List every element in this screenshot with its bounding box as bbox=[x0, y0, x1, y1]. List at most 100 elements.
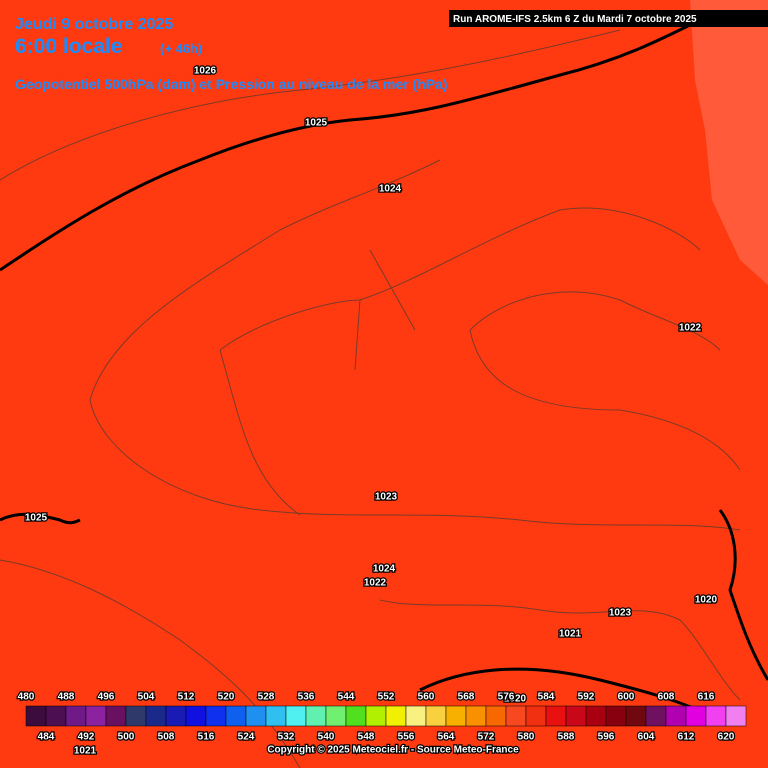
colorbar-cell bbox=[305, 705, 327, 727]
colorbar-cell bbox=[185, 705, 207, 727]
colorbar-label: 504 bbox=[138, 692, 155, 703]
colorbar-label: 580 bbox=[518, 732, 535, 743]
colorbar-label: 484 bbox=[38, 732, 55, 743]
colorbar-cell bbox=[485, 705, 507, 727]
isobar-label: 1020 bbox=[504, 694, 527, 705]
colorbar-label: 516 bbox=[198, 732, 215, 743]
colorbar-label: 540 bbox=[318, 732, 335, 743]
colorbar-cell bbox=[565, 705, 587, 727]
colorbar-label: 496 bbox=[98, 692, 115, 703]
date: Jeudi 9 octobre 2025 bbox=[15, 16, 173, 33]
colorbar: 480 484 488 492 496 500 504 508 512 516 520 524 528 5… bbox=[16, 690, 747, 744]
colorbar-label: 584 bbox=[538, 692, 555, 703]
isobar-label: 1021 bbox=[74, 746, 97, 757]
colorbar-cell bbox=[165, 705, 187, 727]
colorbar-label: 528 bbox=[258, 692, 275, 703]
colorbar-cell bbox=[205, 705, 227, 727]
isobar-label: 1021 bbox=[559, 629, 582, 640]
isobar-label: 1023 bbox=[609, 608, 632, 619]
colorbar-cell bbox=[285, 705, 307, 727]
isobar-label: 1025 bbox=[25, 513, 48, 524]
isobar-label: 1024 bbox=[373, 564, 396, 575]
colorbar-label: 596 bbox=[598, 732, 615, 743]
colorbar-cell bbox=[445, 705, 467, 727]
colorbar-label: 492 bbox=[78, 732, 95, 743]
isobar-label: 1024 bbox=[379, 184, 402, 195]
colorbar-cell bbox=[45, 705, 67, 727]
colorbar-label: 560 bbox=[418, 692, 435, 703]
colorbar-label: 488 bbox=[58, 692, 75, 703]
colorbar-cell bbox=[405, 705, 427, 727]
isobar-label: 1022 bbox=[679, 323, 702, 334]
borders bbox=[0, 29, 741, 768]
colorbar-label: 568 bbox=[458, 692, 475, 703]
colorbar-cell bbox=[625, 705, 647, 727]
colorbar-cell bbox=[245, 705, 267, 727]
colorbar-cell bbox=[145, 705, 167, 727]
header: Jeudi 9 octobre 2025 6:00 locale (+ 46h)… bbox=[15, 10, 768, 92]
colorbar-label: 588 bbox=[558, 732, 575, 743]
colorbar-label: 536 bbox=[298, 692, 315, 703]
colorbar-cell bbox=[605, 705, 627, 727]
colorbar-label: 604 bbox=[638, 732, 655, 743]
colorbar-label: 620 bbox=[718, 732, 735, 743]
colorbar-cell bbox=[25, 705, 47, 727]
field-region bbox=[690, 0, 768, 285]
colorbar-cell bbox=[65, 705, 87, 727]
colorbar-label: 480 bbox=[18, 692, 35, 703]
colorbar-cell bbox=[85, 705, 107, 727]
lead-time: (+ 46h) bbox=[160, 41, 202, 56]
isobar-label: 1025 bbox=[305, 118, 328, 129]
colorbar-label: 500 bbox=[118, 732, 135, 743]
colorbar-cell bbox=[725, 705, 747, 727]
colorbar-cell bbox=[665, 705, 687, 727]
colorbar-label: 524 bbox=[238, 732, 255, 743]
subtitle: Geopotentiel 500hPa (dam) et Pression au… bbox=[15, 76, 448, 92]
colorbar-label: 552 bbox=[378, 692, 395, 703]
isobars bbox=[0, 18, 768, 722]
colorbar-cell bbox=[545, 705, 567, 727]
colorbar-cell bbox=[125, 705, 147, 727]
colorbar-label: 616 bbox=[698, 692, 715, 703]
colorbar-cell bbox=[385, 705, 407, 727]
colorbar-cell bbox=[345, 705, 367, 727]
isobar-label: 1020 bbox=[695, 595, 718, 606]
isobar-label: 1023 bbox=[375, 492, 398, 503]
colorbar-label: 600 bbox=[618, 692, 635, 703]
colorbar-cell bbox=[505, 705, 527, 727]
colorbar-cell bbox=[365, 705, 387, 727]
isobar-label: 1022 bbox=[364, 578, 387, 589]
colorbar-cell bbox=[585, 705, 607, 727]
colorbar-cell bbox=[645, 705, 667, 727]
colorbar-label: 572 bbox=[478, 732, 495, 743]
copyright: Copyright © 2025 Meteociel.fr - Source M… bbox=[267, 745, 519, 756]
isobar-labels: 1026 1025 1024 1022 1023 1025 1024 1022 1023 1020… bbox=[24, 64, 719, 758]
colorbar-label: 508 bbox=[158, 732, 175, 743]
colorbar-cell bbox=[105, 705, 127, 727]
colorbar-label: 608 bbox=[658, 692, 675, 703]
colorbar-cell bbox=[705, 705, 727, 727]
colorbar-label: 532 bbox=[278, 732, 295, 743]
colorbar-cell bbox=[225, 705, 247, 727]
colorbar-label: 544 bbox=[338, 692, 355, 703]
run-box bbox=[449, 10, 768, 27]
colorbar-label: 548 bbox=[358, 732, 375, 743]
colorbar-label: 520 bbox=[218, 692, 235, 703]
colorbar-cell bbox=[265, 705, 287, 727]
time: 6:00 locale bbox=[15, 35, 122, 58]
colorbar-cell bbox=[525, 705, 547, 727]
colorbar-cell bbox=[465, 705, 487, 727]
colorbar-label: 512 bbox=[178, 692, 195, 703]
colorbar-cell bbox=[325, 705, 347, 727]
colorbar-label: 556 bbox=[398, 732, 415, 743]
colorbar-label: 612 bbox=[678, 732, 695, 743]
colorbar-label: 564 bbox=[438, 732, 455, 743]
colorbar-label: 592 bbox=[578, 692, 595, 703]
colorbar-cell bbox=[685, 705, 707, 727]
isobar-label: 1026 bbox=[194, 66, 217, 77]
colorbar-cell bbox=[425, 705, 447, 727]
run-info: Run AROME-IFS 2.5km 6 Z du Mardi 7 octob… bbox=[453, 14, 697, 25]
colorbar-label: 576 bbox=[498, 692, 515, 703]
